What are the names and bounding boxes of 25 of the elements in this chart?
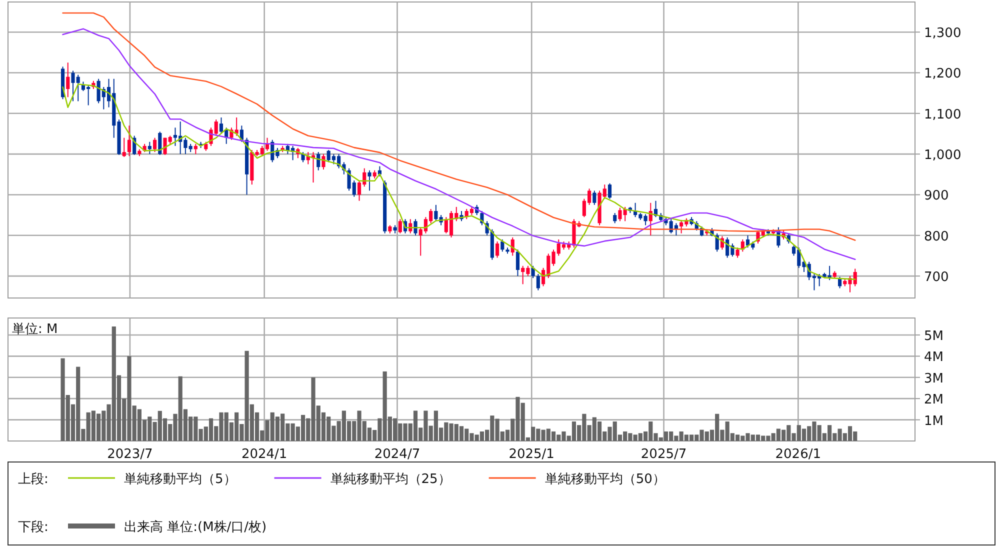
y-tick-label: 1,100 (924, 107, 962, 122)
x-tick-label: 2023/7 (107, 447, 153, 462)
x-tick-label: 2024/7 (374, 447, 420, 462)
y-tick-label: 3M (924, 371, 944, 386)
y-tick-label: 4M (924, 350, 944, 366)
legend-label: 単純移動平均（5） (124, 472, 236, 487)
y-tick-label: 700 (924, 270, 949, 286)
x-tick-label: 2024/1 (241, 447, 288, 462)
legend-title: 下段: (18, 520, 48, 535)
legend-label: 単純移動平均（50） (544, 472, 666, 487)
y-axis-title: 単位: M (12, 322, 58, 337)
legend-title: 上段: (18, 472, 48, 487)
legend-label: 単純移動平均（25） (330, 472, 451, 487)
y-tick-label: 1,300 (924, 26, 962, 42)
x-tick-label: 2026/1 (775, 447, 822, 462)
y-tick-label: 800 (924, 229, 949, 244)
y-tick-label: 2M (924, 392, 944, 408)
y-tick-label: 1,000 (924, 148, 962, 164)
y-tick-label: 1M (924, 414, 944, 429)
x-tick-label: 2025/1 (508, 447, 554, 462)
y-tick-label: 1,200 (924, 66, 962, 82)
y-tick-label: 5M (924, 328, 944, 344)
y-tick-label: 900 (924, 188, 949, 204)
legend-label: 出来高 単位:(M株/口/枚) (124, 519, 267, 535)
x-tick-label: 2025/7 (640, 447, 687, 462)
